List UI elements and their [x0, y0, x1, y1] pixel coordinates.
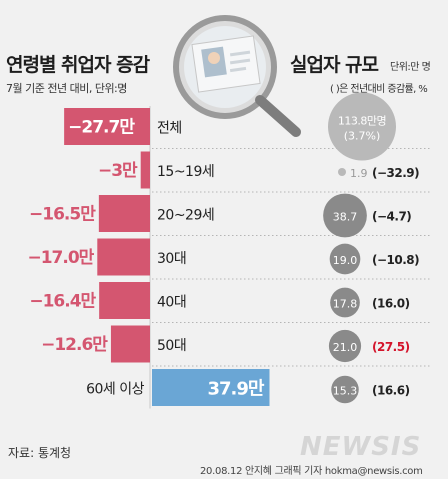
category-label-0: 전체 [157, 121, 182, 137]
newsis-logo: NEWSIS [300, 432, 422, 462]
bubble-value-3: 19.0 [333, 254, 358, 267]
bubble-2 [323, 193, 367, 238]
bubble-0 [328, 92, 396, 161]
bubble-value-1: 1.9 [350, 167, 368, 180]
bar-label-5: −12.6만 [41, 335, 108, 355]
right-chart-unit: 단위:만 명 [390, 62, 431, 73]
category-label-3: 30대 [157, 251, 186, 267]
category-label-1: 15~19세 [157, 164, 214, 180]
bubble-5 [328, 329, 362, 363]
bubble-value-5: 21.0 [333, 341, 358, 354]
category-label-5: 50대 [157, 338, 186, 354]
bubble-rate-2: (−4.7) [372, 210, 411, 224]
bubble-value-6: 15.3 [333, 385, 358, 398]
bar-label-2: −16.5만 [29, 205, 96, 225]
bubble-rate-6: (16.6) [372, 384, 410, 398]
category-label-2: 20~29세 [157, 208, 214, 224]
bubble-4 [330, 287, 360, 318]
bar-3 [97, 238, 150, 276]
left-chart-title: 연령별 취업자 증감 [6, 54, 150, 76]
bar-label-4: −16.4만 [29, 292, 96, 312]
credit-text: 20.08.12 안지혜 그래픽 기자 hokma@newsis.com [200, 466, 423, 477]
category-label-4: 40대 [157, 295, 186, 311]
bubble-6 [331, 375, 359, 404]
bubble-rate-1: (−32.9) [372, 166, 419, 180]
bar-0 [64, 108, 150, 145]
bubble-rate-3: (−10.8) [372, 253, 419, 267]
bubble-rate-4: (16.0) [372, 297, 410, 311]
left-chart-subtitle: 7월 기준 전년 대비, 단위:명 [6, 82, 127, 95]
bubble-value-2: 38.7 [333, 211, 358, 224]
bar-label-0: −27.7만 [68, 118, 135, 138]
bubble-rate-0: (3.7%) [344, 130, 381, 143]
bar-label-3: −17.0만 [27, 248, 94, 268]
bar-label-1: −3만 [98, 161, 138, 181]
bubble-3 [329, 243, 361, 275]
bar-4 [99, 282, 150, 319]
bar-2 [98, 195, 150, 232]
bubble-value-0: 113.8만명 [338, 115, 386, 128]
magnifier-illustration [173, 15, 301, 137]
bubble-1 [338, 168, 346, 176]
bar-1 [140, 151, 150, 189]
bar-label-6: 37.9만 [208, 379, 265, 400]
bubble-value-4: 17.8 [333, 298, 358, 311]
right-chart-title: 실업자 규모 [290, 54, 379, 76]
right-chart-note: ( )은 전년대비 증감률, % [330, 84, 428, 95]
source-text: 자료: 통계청 [8, 446, 72, 460]
bar-5 [110, 325, 150, 363]
category-label-6: 60세 이상 [86, 382, 145, 398]
bar-6 [152, 369, 270, 406]
bubble-rate-5: (27.5) [372, 340, 410, 354]
